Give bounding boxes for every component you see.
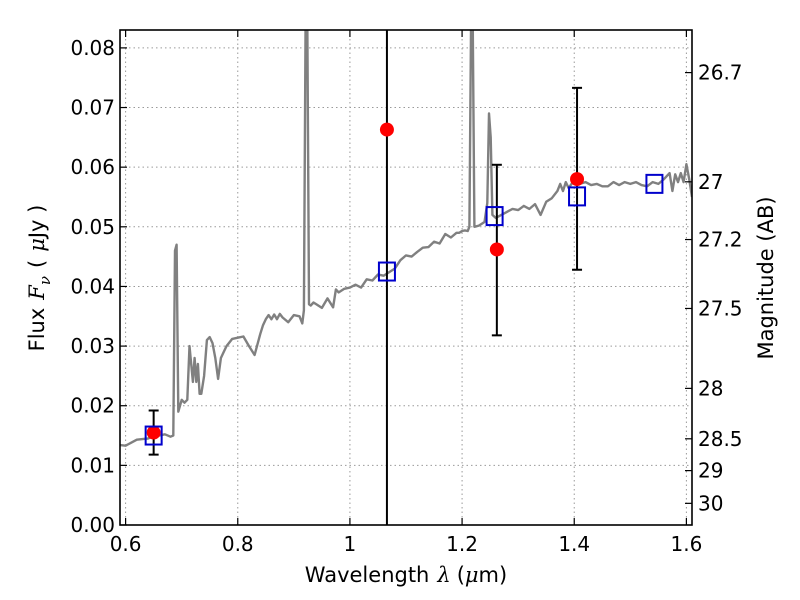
y2-tick-label: 28.5 bbox=[698, 427, 743, 451]
model-band-flux-markers bbox=[144, 173, 664, 446]
y2-tick-label: 26.7 bbox=[698, 61, 743, 85]
model-band-square bbox=[377, 261, 396, 282]
model-band-square bbox=[144, 425, 163, 446]
sed-model-line bbox=[120, 30, 692, 447]
x-tick-label: 0.8 bbox=[222, 532, 254, 556]
y2-axis-label: Magnitude (AB) bbox=[754, 196, 778, 359]
observed-flux-point bbox=[146, 425, 161, 440]
y-tick-label: 0.05 bbox=[70, 215, 115, 239]
y2-axis-ticks: 26.7 27 27.2 27.5 28 28.5 29 30 bbox=[685, 61, 743, 515]
grid-lines bbox=[120, 30, 692, 526]
y2-tick-label: 29 bbox=[698, 459, 723, 483]
x-tick-label: 1.2 bbox=[446, 532, 478, 556]
model-band-square bbox=[645, 173, 664, 194]
plot-frame bbox=[119, 29, 693, 526]
y2-tick-label: 28 bbox=[698, 376, 723, 400]
y-tick-label: 0.06 bbox=[70, 155, 115, 179]
model-band-square bbox=[485, 206, 504, 227]
observed-flux-point bbox=[489, 242, 504, 257]
error-bars bbox=[148, 86, 583, 456]
x-tick-label: 1.6 bbox=[670, 532, 702, 556]
y-tick-label: 0.07 bbox=[70, 96, 115, 120]
y-tick-label: 0.03 bbox=[70, 334, 115, 358]
x-tick-label: 1.4 bbox=[558, 532, 590, 556]
observed-flux-point bbox=[570, 172, 585, 187]
y-tick-label: 0.04 bbox=[70, 274, 115, 298]
y-tick-label: 0.08 bbox=[70, 36, 115, 60]
y2-tick-label: 27.5 bbox=[698, 296, 743, 320]
x-tick-label: 0.6 bbox=[110, 532, 142, 556]
observed-flux-points bbox=[146, 122, 585, 440]
x-axis-ticks: 0.6 0.8 1 1.2 1.4 1.6 bbox=[110, 30, 702, 556]
y2-tick-label: 30 bbox=[698, 491, 723, 515]
observed-flux-point bbox=[379, 122, 394, 137]
y-tick-label: 0.01 bbox=[70, 453, 115, 477]
y-axis-ticks: 0.00 0.01 0.02 0.03 0.04 0.05 0.06 0.07 0.08 bbox=[70, 36, 127, 537]
y-axis-label: FluxFν(μJy ) bbox=[25, 205, 54, 352]
y-tick-label: 0.00 bbox=[70, 513, 115, 537]
y2-tick-label: 27.2 bbox=[698, 228, 743, 252]
x-axis-label: Wavelength λ (μm) bbox=[305, 563, 507, 587]
model-band-square bbox=[568, 186, 587, 207]
y-tick-label: 0.02 bbox=[70, 394, 115, 418]
y2-tick-label: 27 bbox=[698, 170, 723, 194]
x-tick-label: 1 bbox=[344, 532, 357, 556]
